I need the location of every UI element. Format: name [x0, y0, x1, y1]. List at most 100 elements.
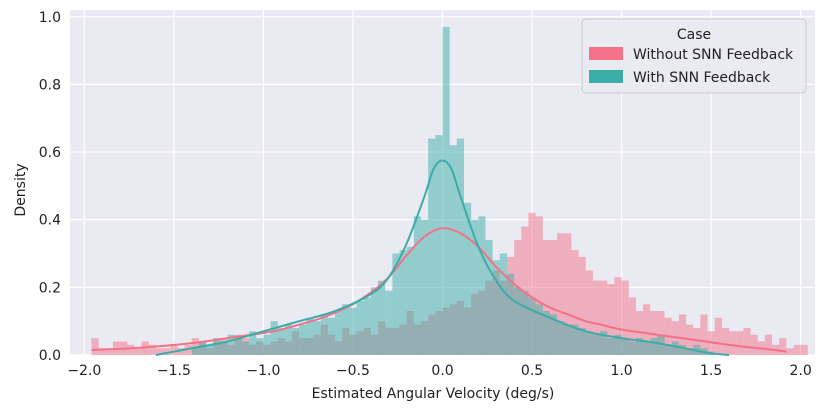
hist-bar-without-snn-feedback	[155, 348, 164, 355]
hist-bar-with-snn-feedback	[628, 341, 636, 355]
hist-bar-with-snn-feedback	[607, 338, 615, 355]
hist-bar-with-snn-feedback	[249, 331, 257, 355]
hist-bar-with-snn-feedback	[571, 324, 579, 355]
hist-bar-with-snn-feedback	[592, 334, 601, 355]
hist-bar-without-snn-feedback	[607, 283, 615, 355]
hist-bar-with-snn-feedback	[671, 341, 679, 355]
hist-bar-with-snn-feedback	[342, 304, 350, 355]
hist-bar-without-snn-feedback	[750, 334, 758, 355]
hist-bar-with-snn-feedback	[650, 338, 658, 355]
x-tick-label: −2.0	[67, 363, 101, 379]
hist-bar-with-snn-feedback	[313, 321, 321, 355]
hist-bar-without-snn-feedback	[564, 233, 572, 355]
hist-bar-with-snn-feedback	[492, 260, 500, 355]
hist-bar-with-snn-feedback	[363, 297, 371, 355]
hist-bar-with-snn-feedback	[227, 334, 235, 355]
hist-bar-with-snn-feedback	[327, 317, 336, 355]
hist-bar-without-snn-feedback	[592, 280, 601, 355]
y-tick-label: 0.2	[39, 280, 61, 296]
y-axis-label: Density	[13, 163, 29, 216]
hist-bar-with-snn-feedback	[241, 341, 250, 355]
hist-bar-with-snn-feedback	[292, 327, 300, 355]
hist-bar-without-snn-feedback	[657, 311, 665, 355]
legend-swatch-with-snn-feedback	[589, 70, 623, 83]
y-tick-label: 0.4	[39, 213, 61, 229]
hist-bar-without-snn-feedback	[628, 297, 636, 355]
hist-bar-without-snn-feedback	[578, 256, 586, 355]
hist-bar-without-snn-feedback	[134, 348, 142, 355]
hist-bar-with-snn-feedback	[277, 327, 285, 355]
hist-bar-without-snn-feedback	[105, 348, 113, 355]
hist-bar-with-snn-feedback	[564, 324, 572, 355]
hist-bar-without-snn-feedback	[177, 348, 185, 355]
hist-bar-with-snn-feedback	[506, 273, 515, 355]
hist-bar-with-snn-feedback	[449, 145, 457, 355]
hist-bar-with-snn-feedback	[528, 297, 536, 355]
hist-bar-with-snn-feedback	[521, 290, 529, 355]
kde-curves	[91, 159, 787, 356]
hist-bar-without-snn-feedback	[571, 250, 579, 355]
x-tick-label: 0.5	[521, 363, 543, 379]
x-tick-label: 1.0	[610, 363, 632, 379]
hist-bar-with-snn-feedback	[234, 338, 242, 355]
hist-bar-without-snn-feedback	[621, 280, 629, 355]
y-tick-label: 0.8	[39, 77, 61, 93]
hist-bar-with-snn-feedback	[356, 300, 364, 355]
hist-bar-with-snn-feedback	[435, 135, 443, 355]
y-tick-label: 0.0	[39, 348, 61, 364]
hist-bar-with-snn-feedback	[206, 344, 214, 355]
legend-box	[581, 18, 807, 94]
hist-bar-without-snn-feedback	[678, 314, 687, 355]
hist-bar-with-snn-feedback	[478, 216, 486, 355]
hist-bar-without-snn-feedback	[148, 344, 156, 355]
hist-bar-with-snn-feedback	[621, 338, 629, 355]
hist-bar-with-snn-feedback	[392, 253, 400, 355]
hist-bar-with-snn-feedback	[485, 240, 493, 355]
hist-bar-without-snn-feedback	[793, 344, 801, 355]
hist-bar-without-snn-feedback	[542, 240, 550, 355]
hist-bar-with-snn-feedback	[678, 344, 687, 355]
x-tick-label: −0.5	[336, 363, 370, 379]
legend-swatch-without-snn-feedback	[589, 47, 623, 60]
hist-bar-without-snn-feedback	[127, 344, 135, 355]
hist-bar-without-snn-feedback	[729, 331, 737, 355]
hist-bar-without-snn-feedback	[535, 216, 543, 355]
legend-label-with-snn-feedback: With SNN Feedback	[633, 70, 771, 86]
hist-bar-with-snn-feedback	[499, 253, 507, 355]
hist-bar-without-snn-feedback	[736, 331, 744, 355]
hist-bar-without-snn-feedback	[714, 317, 722, 355]
hist-bar-with-snn-feedback	[542, 311, 550, 355]
hist-bar-with-snn-feedback	[578, 327, 586, 355]
hist-bar-with-snn-feedback	[614, 334, 622, 355]
hist-bar-with-snn-feedback	[514, 287, 522, 355]
hist-bar-without-snn-feedback	[91, 338, 99, 355]
legend-title: Case	[677, 27, 711, 43]
hist-bar-with-snn-feedback	[421, 219, 429, 355]
hist-bar-without-snn-feedback	[764, 334, 773, 355]
x-tick-label: 2.0	[790, 363, 812, 379]
hist-bar-with-snn-feedback	[256, 338, 264, 355]
x-tick-label: −1.5	[157, 363, 191, 379]
hist-bar-with-snn-feedback	[600, 331, 608, 355]
hist-bar-with-snn-feedback	[535, 304, 543, 355]
hist-bar-without-snn-feedback	[600, 280, 608, 355]
hist-bar-with-snn-feedback	[406, 246, 414, 355]
x-tick-label: −1.0	[246, 363, 280, 379]
hist-bar-with-snn-feedback	[557, 321, 565, 355]
hist-bar-with-snn-feedback	[413, 216, 422, 355]
hist-bar-without-snn-feedback	[163, 348, 171, 355]
hist-bar-without-snn-feedback	[528, 212, 536, 355]
hist-bar-with-snn-feedback	[635, 338, 644, 355]
hist-bar-with-snn-feedback	[220, 341, 228, 355]
hist-bar-without-snn-feedback	[786, 348, 794, 355]
hist-bar-with-snn-feedback	[463, 202, 472, 355]
hist-bar-with-snn-feedback	[657, 334, 665, 355]
hist-bar-with-snn-feedback	[284, 324, 293, 355]
hist-bar-with-snn-feedback	[399, 250, 407, 355]
hist-bar-without-snn-feedback	[743, 327, 751, 355]
hist-bar-with-snn-feedback	[213, 338, 221, 355]
hist-bar-without-snn-feedback	[614, 277, 622, 355]
hist-bar-without-snn-feedback	[643, 304, 651, 355]
hist-bar-with-snn-feedback	[349, 307, 357, 355]
histogram-with-snn-feedback	[191, 26, 715, 355]
